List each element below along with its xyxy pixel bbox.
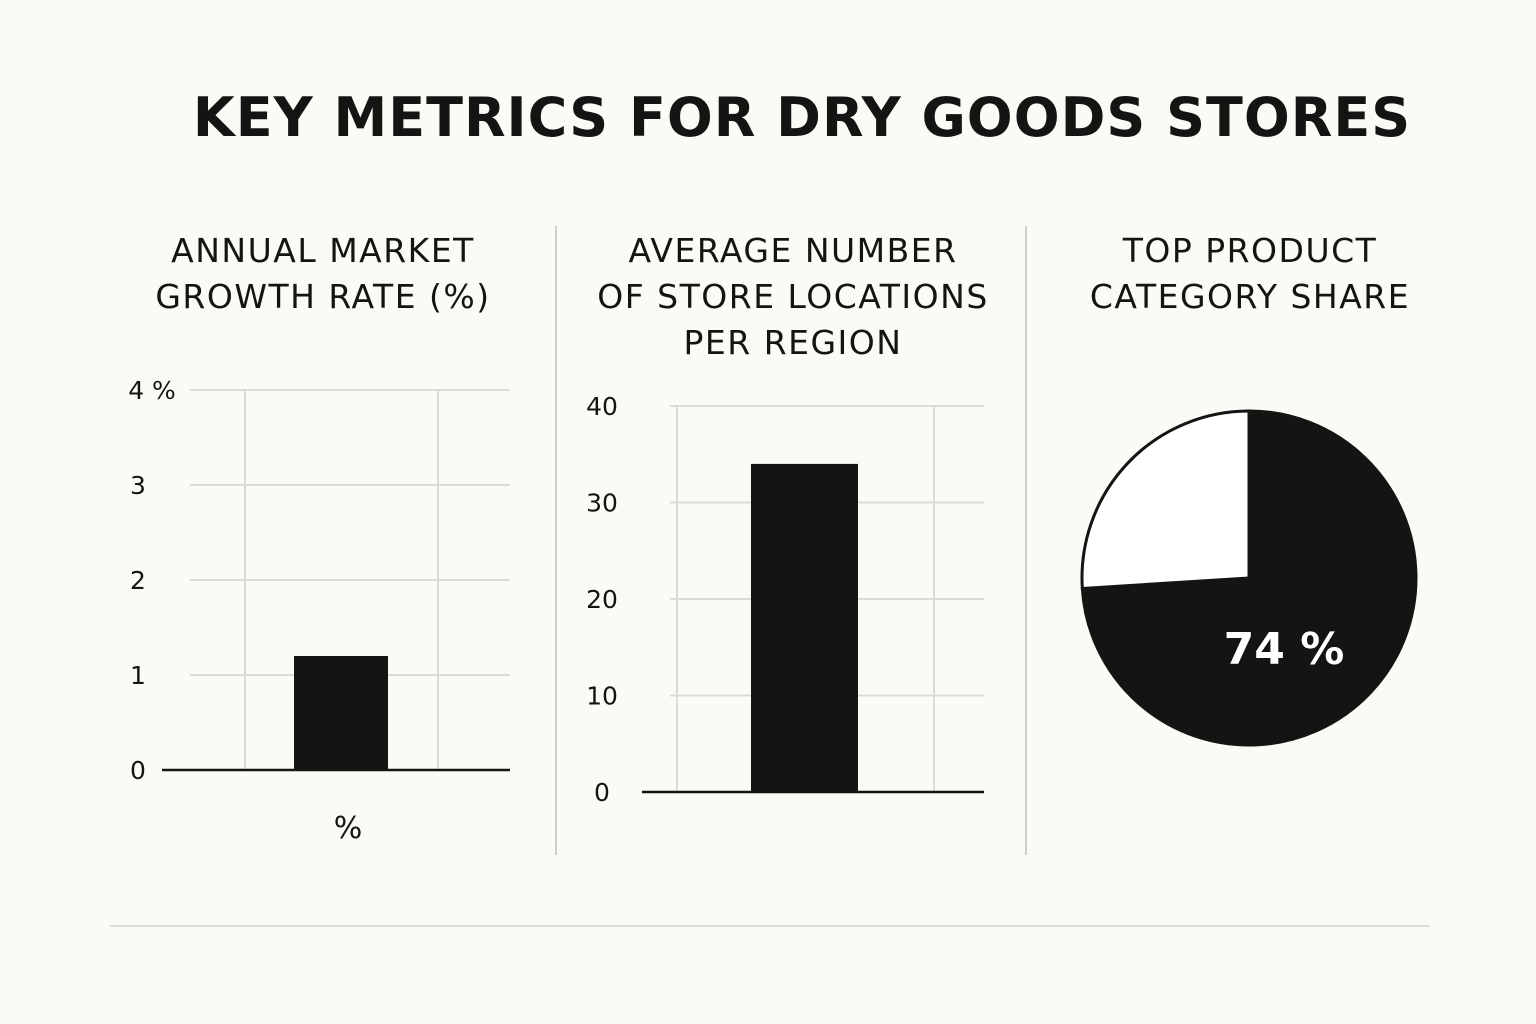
- bar: [294, 656, 388, 770]
- pie-slice: [1080, 409, 1251, 591]
- y-tick-label: 4 %: [128, 376, 176, 405]
- panel-title-locations: AVERAGE NUMBER OF STORE LOCATIONS PER RE…: [568, 228, 1018, 366]
- panel-title-line: OF STORE LOCATIONS: [597, 277, 989, 316]
- pie-slice-label: 74 %: [1224, 624, 1345, 675]
- y-tick-label: 2: [130, 566, 146, 595]
- bar: [751, 463, 858, 792]
- y-tick-label: 1: [130, 661, 146, 690]
- panel-title-line: CATEGORY SHARE: [1089, 277, 1411, 316]
- panel-title-line: ANNUAL MARKET: [171, 231, 475, 270]
- panel-title-category-share: TOP PRODUCT CATEGORY SHARE: [1060, 228, 1440, 320]
- panel-title-line: TOP PRODUCT: [1122, 231, 1378, 270]
- bar-chart-growth-rate: 0 1 2 3 4 %%: [128, 376, 510, 846]
- x-category-label: %: [334, 811, 363, 846]
- panel-title-line: PER REGION: [683, 323, 903, 362]
- pie-chart-category-share: 74 %: [1080, 409, 1418, 747]
- y-tick-label: 20: [586, 585, 618, 614]
- y-tick-label: 3: [130, 471, 146, 500]
- bar-chart-store-locations: 0 10 20 30 40: [586, 392, 984, 807]
- panel-title-line: GROWTH RATE (%): [155, 277, 491, 316]
- panel-title-line: AVERAGE NUMBER: [628, 231, 958, 270]
- y-tick-label: 0: [130, 756, 146, 785]
- panel-title-growth: ANNUAL MARKET GROWTH RATE (%): [148, 228, 498, 320]
- page-title: KEY METRICS FOR DRY GOODS STORES: [192, 86, 1412, 149]
- y-tick-label: 10: [586, 682, 618, 711]
- y-tick-label: 30: [586, 489, 618, 518]
- y-tick-label: 0: [594, 778, 610, 807]
- y-tick-label: 40: [586, 392, 618, 421]
